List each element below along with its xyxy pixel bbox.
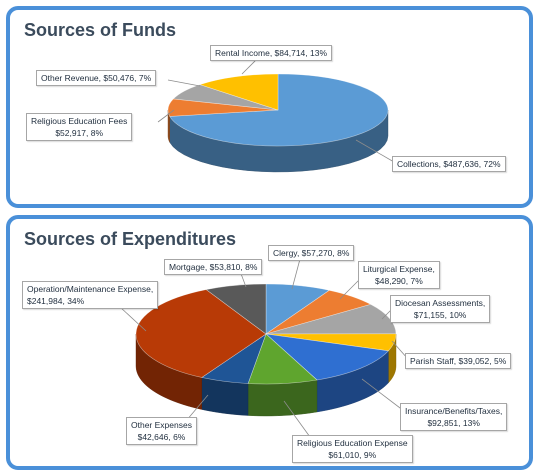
leader-line-clergy [291, 258, 301, 290]
callout-label: Clergy [273, 248, 297, 258]
callout-value: $92,851 [427, 418, 459, 428]
callout-value: $50,476 [103, 73, 135, 83]
pie-slices [135, 283, 397, 385]
callout-other-expenses: Other Expenses $42,646, 6% [126, 417, 197, 445]
callout-value: $61,010 [328, 450, 360, 460]
callout-diocesan-assessments: Diocesan Assessments, $71,155, 10% [390, 295, 491, 323]
callout-value: $487,636 [443, 159, 479, 169]
callout-pct: 5% [494, 356, 507, 366]
expenditures-chart-panel: Sources of Expenditures Clergy, $57,270,… [6, 215, 533, 470]
callout-other-revenue: Other Revenue, $50,476, 7% [36, 70, 157, 86]
funds-pie-chart [157, 57, 395, 173]
pie-slice-rental-income [199, 73, 279, 111]
callout-label: Rental Income [215, 48, 270, 58]
pie-slice-mortgage [205, 283, 267, 335]
callout-label: Other Revenue [41, 73, 99, 83]
callout-liturgical-expense: Liturgical Expense, $48,290, 7% [358, 261, 440, 289]
callout-label: Parish Staff [410, 356, 454, 366]
callout-label: Other Expenses [131, 420, 192, 430]
callout-value: $39,052 [458, 356, 490, 366]
callout-parish-staff: Parish Staff, $39,052, 5% [405, 353, 512, 369]
callout-value: $48,290 [375, 276, 406, 286]
callout-pct: 13% [462, 418, 480, 428]
pie-slices [167, 73, 389, 147]
callout-value: $53,810 [209, 262, 241, 272]
pie-slice-insurance-benefits-taxes [265, 333, 390, 381]
callout-value: $42,646 [137, 432, 169, 442]
expenditures-chart-title: Sources of Expenditures [24, 229, 237, 249]
callout-label: Operation/Maintenance Expense [27, 284, 151, 294]
pie-slice-operation-maintenance-expense [135, 289, 267, 378]
leader-line-other-revenue [167, 79, 201, 87]
callout-label: Diocesan Assessments [395, 298, 483, 308]
callout-value: $52,917 [55, 128, 87, 138]
pie-slice-collections [169, 73, 389, 147]
leader-line-religious-education-expense [283, 400, 311, 438]
callout-value: $241,984 [27, 296, 63, 306]
leader-line-religious-education-fees [157, 109, 175, 123]
callout-religious-education-expense: Religious Education Expense $61,010, 9% [292, 435, 413, 463]
callout-leader-lines [119, 258, 409, 438]
leader-line-operation-maintenance [119, 306, 147, 332]
callout-pct: 9% [363, 450, 377, 460]
callout-label: Religious Education Expense [297, 438, 408, 448]
callout-pct: 72% [483, 159, 501, 169]
callout-value: $71,155 [413, 310, 445, 320]
callout-religious-education-fees: Religious Education Fees $52,917, 8% [26, 113, 133, 141]
funds-chart-title: Sources of Funds [24, 20, 177, 40]
callout-rental-income: Rental Income, $84,714, 13% [210, 45, 333, 61]
leader-line-insurance-benefits-taxes [361, 378, 405, 412]
callout-label: Insurance/Benefits/Taxes [405, 406, 500, 416]
callout-pct: 8% [90, 128, 104, 138]
expenditures-pie-chart [119, 258, 409, 438]
callout-label: Liturgical Expense [363, 264, 433, 274]
callout-pct: 10% [449, 310, 467, 320]
callout-pct: 7% [410, 276, 423, 286]
callout-label: Religious Education Fees [31, 116, 128, 126]
callout-pct: 6% [173, 432, 186, 442]
callout-pct: 34% [67, 296, 85, 306]
callout-label: Mortgage [169, 262, 205, 272]
funds-chart-panel: Sources of Funds Rental Income, $84,714,… [6, 6, 533, 208]
callout-mortgage: Mortgage, $53,810, 8% [164, 259, 263, 275]
leader-line-other-expenses [185, 394, 209, 422]
leader-line-collections [355, 139, 395, 163]
callout-pct: 7% [138, 73, 152, 83]
callout-pct: 8% [337, 248, 350, 258]
leader-line-liturgical-expense [339, 278, 361, 300]
callout-value: $84,714 [274, 48, 306, 58]
callout-collections: Collections, $487,636, 72% [392, 156, 506, 172]
callout-pct: 13% [310, 48, 328, 58]
callout-clergy: Clergy, $57,270, 8% [268, 245, 355, 261]
callout-label: Collections [397, 159, 439, 169]
pie-slice-diocesan-assessments [265, 304, 397, 335]
callout-pct: 8% [245, 262, 258, 272]
callout-operation-maintenance: Operation/Maintenance Expense, $241,984,… [22, 281, 159, 309]
callout-insurance-benefits-taxes: Insurance/Benefits/Taxes, $92,851, 13% [400, 403, 508, 431]
pie-side-walls [135, 333, 397, 417]
callout-value: $57,270 [301, 248, 333, 258]
pie-side-religious-education-expense [247, 379, 318, 417]
